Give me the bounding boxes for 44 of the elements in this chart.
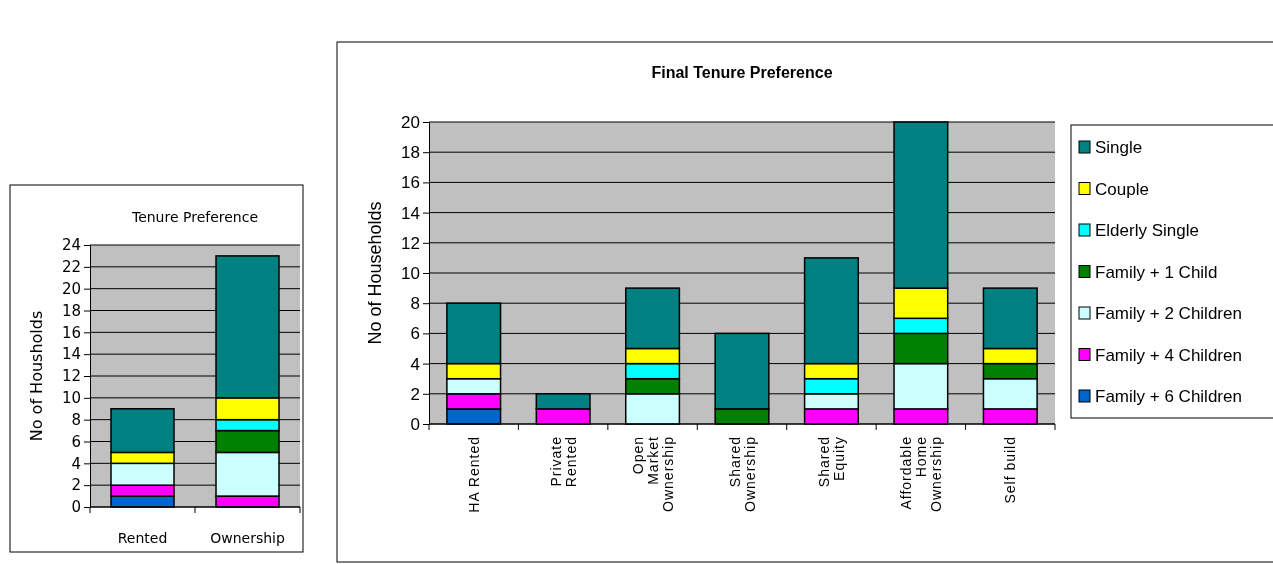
legend-label: Family + 1 Child: [1095, 262, 1218, 282]
x-tick-label: Self build: [1002, 436, 1019, 504]
y-tick-label: 12: [61, 367, 81, 386]
chart-title: Tenure Preference: [130, 209, 259, 225]
x-tick-label: Open Market Ownership: [629, 436, 676, 512]
y-axis-title: No of Housholds: [27, 310, 46, 442]
x-tick-label: Private Rented: [547, 436, 579, 488]
x-tick-label: Ownership: [210, 530, 285, 546]
legend-label: Family + 6 Children: [1095, 387, 1242, 406]
y-tick-label: 6: [71, 432, 81, 451]
legend-label: Single: [1095, 138, 1143, 157]
chart-title: Final Tenure Preference: [651, 64, 833, 81]
legend-label: Elderly Single: [1095, 221, 1199, 240]
y-tick-label: 16: [401, 173, 420, 193]
y-tick-label: 20: [401, 112, 420, 132]
y-tick-label: 10: [401, 263, 420, 283]
y-tick-label: 4: [410, 354, 420, 374]
y-tick-label: 24: [61, 236, 81, 255]
y-tick-label: 18: [61, 301, 81, 320]
y-tick-label: 2: [71, 476, 81, 495]
x-tick-label: HA Rented: [465, 436, 482, 513]
y-axis-title: No of Households: [365, 201, 385, 345]
x-tick-label: Shared Equity: [815, 436, 847, 488]
y-tick-label: 22: [61, 258, 81, 277]
y-tick-label: 8: [410, 294, 420, 314]
legend-label: Couple: [1095, 179, 1149, 199]
y-tick-label: 10: [61, 389, 81, 408]
y-tick-label: 14: [61, 345, 81, 364]
x-tick-label: Shared Ownership: [726, 436, 758, 512]
y-tick-label: 16: [61, 323, 81, 342]
y-tick-label: 14: [401, 203, 420, 223]
y-tick-label: 8: [71, 410, 81, 429]
y-tick-label: 4: [71, 454, 81, 473]
x-tick-label: Rented: [117, 530, 168, 546]
y-tick-label: 18: [401, 143, 420, 163]
y-tick-label: 20: [61, 279, 81, 298]
y-tick-label: 12: [401, 233, 420, 253]
y-tick-label: 0: [71, 498, 81, 517]
legend-label: Family + 2 Children: [1095, 304, 1242, 323]
y-tick-label: 2: [410, 384, 420, 404]
y-tick-label: 6: [410, 324, 420, 344]
y-tick-label: 0: [410, 414, 420, 434]
legend-label: Family + 4 Children: [1095, 345, 1242, 365]
x-tick-label: Affordable Home Ownership: [897, 436, 944, 512]
